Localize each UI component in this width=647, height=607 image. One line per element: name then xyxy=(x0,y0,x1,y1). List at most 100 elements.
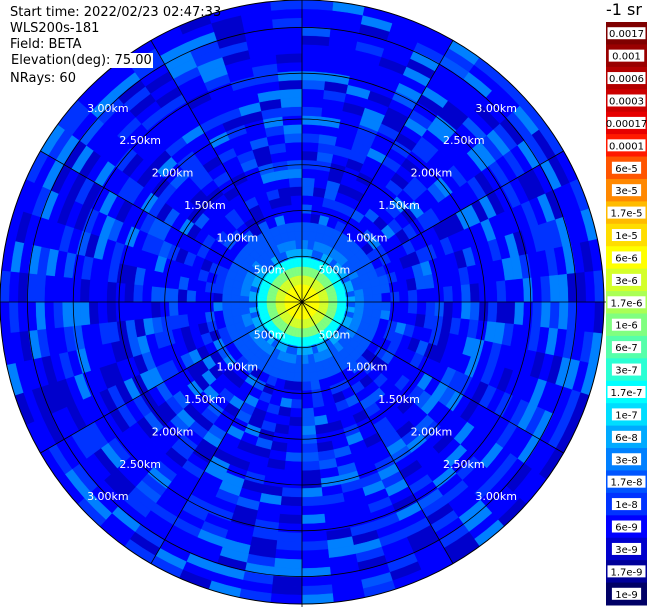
colorbar-label-box xyxy=(611,408,642,421)
azimuth-spoke xyxy=(301,301,564,454)
colorbar-label: 6e-7 xyxy=(615,343,638,354)
ppi-cell xyxy=(301,443,319,454)
ppi-cell xyxy=(115,282,126,303)
ppi-cell xyxy=(301,363,310,374)
ppi-cell xyxy=(478,282,489,303)
ppi-cell xyxy=(8,271,20,303)
ppi-cell xyxy=(291,204,303,214)
range-ring-label: 3.00km xyxy=(87,102,129,115)
ppi-cell xyxy=(301,35,331,47)
colorbar-label-box xyxy=(611,520,642,533)
range-ring-label: 2.50km xyxy=(119,134,161,147)
ppi-cell xyxy=(496,280,507,303)
ppi-cell xyxy=(35,301,47,331)
azimuth-spoke xyxy=(301,40,454,303)
ppi-cell xyxy=(294,230,303,241)
ppi-cell xyxy=(407,301,418,315)
colorbar-label: 6e-8 xyxy=(615,433,638,444)
range-ring-label: 3.00km xyxy=(475,102,517,115)
ppi-cell xyxy=(390,301,400,313)
ppi-cell xyxy=(177,301,188,316)
colorbar-label: 1e-8 xyxy=(615,500,638,511)
ppi-cell xyxy=(204,301,214,313)
range-ring-label: 1.00km xyxy=(346,361,388,374)
range-ring-label: 1.00km xyxy=(216,231,258,244)
colorbar-label-box xyxy=(607,385,646,398)
ppi-cell xyxy=(379,283,391,294)
colorbar-label-box xyxy=(611,273,642,286)
ppi-cell xyxy=(280,97,303,108)
range-ring-label: 3.00km xyxy=(87,490,129,503)
ppi-cell xyxy=(301,221,311,232)
range-ring-label: 2.00km xyxy=(152,167,194,180)
ppi-cell xyxy=(371,285,382,295)
ppi-cell xyxy=(273,557,303,569)
ppi-cell xyxy=(273,35,303,47)
ppi-cell xyxy=(301,8,333,20)
ppi-cell xyxy=(301,354,309,365)
ppi-cell xyxy=(141,301,153,319)
ppi-cell xyxy=(522,277,534,303)
colorbar-label: 1e-5 xyxy=(615,231,638,242)
ppi-cell xyxy=(451,285,463,303)
ppi-cell xyxy=(540,275,551,303)
ppi-cell xyxy=(204,291,214,303)
ppi-cell xyxy=(575,301,587,332)
field-label: Field: BETA xyxy=(10,37,82,52)
ppi-cell xyxy=(285,451,303,463)
ppi-cell xyxy=(549,301,560,330)
ppi-cell xyxy=(186,301,197,315)
ppi-cell xyxy=(301,230,310,241)
ppi-cell xyxy=(337,297,347,303)
ppi-cell xyxy=(61,301,73,328)
ppi-cell xyxy=(487,301,498,323)
colorbar-label: 6e-5 xyxy=(615,164,638,175)
ppi-cell xyxy=(281,106,303,117)
ppi-cell xyxy=(549,274,560,303)
ppi-cell xyxy=(363,301,374,310)
ppi-cell xyxy=(301,88,325,100)
colorbar-label-box xyxy=(607,72,646,85)
colorbar-label: 6e-6 xyxy=(615,253,638,264)
ppi-cell xyxy=(35,273,47,303)
azimuth-spoke xyxy=(301,301,454,564)
ppi-cell xyxy=(8,301,20,333)
ppi-cell xyxy=(301,79,326,91)
ppi-cell xyxy=(272,575,303,587)
ppi-cell xyxy=(106,281,117,303)
ppi-cell xyxy=(504,279,516,303)
ppi-cell xyxy=(388,281,400,293)
ppi-cell xyxy=(301,141,319,153)
colorbar-label: 3e-6 xyxy=(615,276,638,287)
ppi-cell xyxy=(504,301,516,325)
ppi-cell xyxy=(230,301,241,310)
ppi-cell xyxy=(301,53,329,64)
ppi-cell xyxy=(301,195,314,206)
ppi-cell xyxy=(289,407,303,418)
colorbar-label-box xyxy=(608,49,645,62)
ppi-cell xyxy=(301,372,311,383)
ppi-cell xyxy=(372,301,383,311)
ppi-cell xyxy=(531,276,543,303)
ppi-cell xyxy=(451,301,463,319)
ppi-cell xyxy=(584,271,596,303)
ppi-cell xyxy=(301,44,330,55)
ppi-cell xyxy=(222,309,233,319)
ppi-cell xyxy=(301,337,307,347)
ppi-cell xyxy=(301,186,315,197)
ppi-cell xyxy=(97,280,108,303)
colorbar-label-box xyxy=(611,318,642,331)
ppi-cell xyxy=(278,513,303,525)
colorbar-label-box xyxy=(611,453,642,466)
ppi-cell xyxy=(88,279,100,303)
colorbar-label-box xyxy=(611,161,642,174)
ppi-cell xyxy=(275,540,303,551)
ppi-cell xyxy=(301,513,326,525)
ppi-cell xyxy=(301,133,320,144)
colorbar-label: 0.0006 xyxy=(609,74,644,85)
range-ring-label: 2.00km xyxy=(411,167,453,180)
colorbar-label: 3e-7 xyxy=(615,366,638,377)
ppi-cell xyxy=(398,290,409,303)
colorbar-label: 6e-9 xyxy=(615,523,638,534)
colorbar-label-box xyxy=(607,565,646,578)
